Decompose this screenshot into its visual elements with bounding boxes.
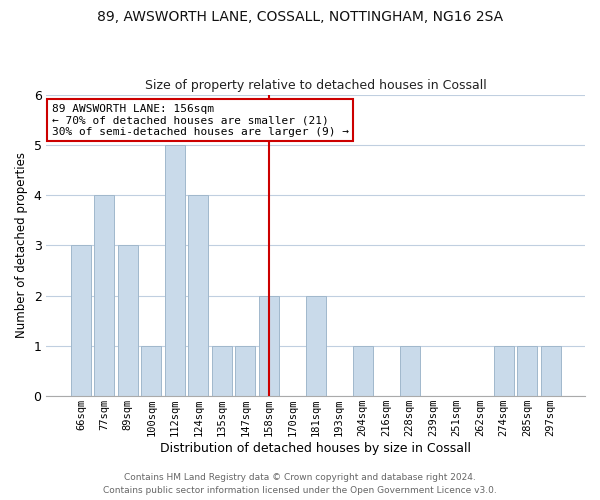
Bar — [400, 346, 419, 396]
Bar — [118, 246, 138, 396]
Bar — [235, 346, 255, 396]
Y-axis label: Number of detached properties: Number of detached properties — [15, 152, 28, 338]
X-axis label: Distribution of detached houses by size in Cossall: Distribution of detached houses by size … — [160, 442, 471, 455]
Bar — [259, 296, 279, 396]
Title: Size of property relative to detached houses in Cossall: Size of property relative to detached ho… — [145, 79, 487, 92]
Bar — [541, 346, 560, 396]
Bar — [94, 195, 115, 396]
Text: Contains HM Land Registry data © Crown copyright and database right 2024.
Contai: Contains HM Land Registry data © Crown c… — [103, 473, 497, 495]
Bar — [142, 346, 161, 396]
Bar — [353, 346, 373, 396]
Bar — [517, 346, 537, 396]
Bar — [494, 346, 514, 396]
Bar — [188, 195, 208, 396]
Text: 89, AWSWORTH LANE, COSSALL, NOTTINGHAM, NG16 2SA: 89, AWSWORTH LANE, COSSALL, NOTTINGHAM, … — [97, 10, 503, 24]
Bar — [71, 246, 91, 396]
Bar — [212, 346, 232, 396]
Text: 89 AWSWORTH LANE: 156sqm
← 70% of detached houses are smaller (21)
30% of semi-d: 89 AWSWORTH LANE: 156sqm ← 70% of detach… — [52, 104, 349, 137]
Bar — [165, 145, 185, 396]
Bar — [306, 296, 326, 396]
